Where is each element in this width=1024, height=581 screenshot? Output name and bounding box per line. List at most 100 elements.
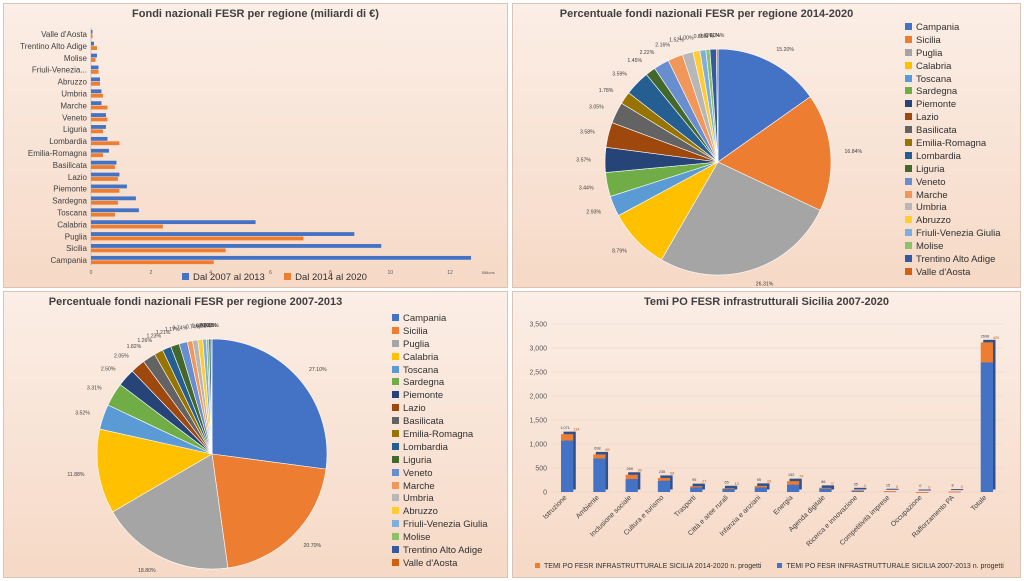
legend-swatch [392,481,399,489]
data-label-2014: 420 [993,336,999,340]
legend-label: Emilia-Romagna [403,429,474,441]
pie-data-label: 0.30% [202,323,217,329]
chart-legend: Campania Sicilia Puglia Calabria Toscana Sard… [392,313,487,571]
data-label-2007: 35 [854,482,858,486]
y-tick-label-abruzzo: Abruzzo [58,78,88,87]
legend-item-lazio: Lazio [905,112,1000,125]
column-2014-citt-e-aree-rurali [722,488,735,490]
column-2007-citt-e-aree-rurali [722,488,735,492]
pie-data-label: 3.52% [75,410,90,416]
y-tick-label-valle-d-aosta: Valle d'Aosta [41,30,87,39]
data-label-2014: 0 [864,484,866,488]
bar-2014-valle-d-aosta [91,34,93,39]
x-tick-label: 12 [447,270,453,276]
data-label-2007: 95 [757,478,761,482]
legend-label: Piemonte [403,390,444,402]
legend-label: Lazio [916,112,939,124]
y-tick-label-lombardia: Lombardia [49,137,87,146]
pie-data-label: 1.17% [165,327,180,333]
legend-label: Lombardia [403,441,448,453]
legend-item-sicilia: Sicilia [905,35,1000,48]
bar-2007-calabria [91,220,256,225]
legend-swatch [392,313,399,321]
bar-2007-sardegna [91,196,136,201]
legend-label: Lombardia [916,150,961,162]
x-tick-label: 2 [149,270,152,276]
x-tick-label: 6 [269,270,272,276]
pie-data-label: 1.23% [146,333,161,339]
data-label-2014: 58 [670,471,674,475]
chart-panel-pie-2007-2013: Percentuale fondi nazionali FESR per reg… [3,291,508,578]
pie-data-label: 26.31% [756,281,774,287]
pie-slice-valle-d-aosta [715,48,719,163]
data-label-2014: 134 [573,428,579,432]
bar-2007-trentino-alto-adige [91,41,94,46]
legend-label: Marche [916,189,948,201]
legend-swatch [905,100,912,108]
column-2014-ambiente [593,454,606,459]
bar-chart-fondi: 0 2 4 6 8 10 12 Billions Campania Sicilia Puglia Ca… [20,28,495,276]
column-depth-rafforzamento-pa [950,489,964,491]
legend-item-emilia-romagna: Emilia-Romagna [392,429,487,442]
bar-2007-molise [91,53,97,58]
pie-data-label: 1.00% [679,35,694,41]
bar-2007-lombardia [91,136,108,141]
pie-data-label: 0.32% [200,323,215,329]
pie-data-label: 0.24% [710,33,725,39]
column-2007-cultura-e-turismo [657,480,671,492]
x-tick-label-trasporti: Trasporti [673,494,698,519]
column-2014-inclusione-sociale [625,474,638,480]
pie-data-label: 3.58% [580,129,595,135]
bar-2007-piemonte [91,184,127,189]
legend-item-molise: Molise [905,241,1000,254]
bar-2014-umbria [91,93,103,98]
column-2014-competitivit-imprese [883,491,897,493]
data-label-2014: 0 [831,481,833,485]
legend-label: Friuli-Venezia Giulia [403,519,488,531]
legend-swatch [392,468,399,476]
bar-2007-veneto [91,113,106,117]
legend-item-marche: Marche [905,190,1000,203]
column-2014-ricerca-e-innovazione [851,490,864,492]
bar-2014-campania [91,260,214,265]
data-label-2014: 0 [928,486,930,490]
legend-label: Sicilia [916,34,941,46]
y-tick-label: 2,500 [529,370,547,377]
legend-label: Liguria [403,454,432,466]
legend-item-veneto: Veneto [392,468,487,481]
legend-swatch [905,229,912,237]
data-label-2014: 85 [605,448,609,452]
data-label-2014: 13 [735,482,739,486]
pie-data-label: 0.85% [694,34,709,40]
legend-item-campania: Campania [392,313,487,326]
chart-title: Percentuale fondi nazionali FESR per reg… [559,8,854,20]
legend-swatch [905,177,912,185]
bar-2007-friuli-venezia [91,65,99,70]
y-tick-label-campania: Campania [51,256,88,265]
column-2007-infanzia-e-anziani [754,487,767,492]
legend-swatch [905,255,912,263]
legend-swatch [905,139,912,146]
data-label-2014: 33 [767,479,771,483]
legend-item-friuli-venezia-giulia: Friuli-Venezia Giulia [905,228,1000,241]
legend-item-puglia: Puglia [905,48,1000,61]
pie-chart-2014-2020: 15.20% 16.84% 26.31% 8.79% 2.93% 3.44% 3.57% 3.… [576,33,862,287]
legend-label: Basilicata [403,416,444,428]
legend-item-sardegna: Sardegna [905,86,1000,99]
pie-slice-puglia [112,453,229,570]
legend-item-liguria: Liguria [905,164,1000,177]
legend-swatch [392,417,399,425]
legend-label-2014: Dal 2014 al 2020 [295,272,367,283]
x-tick-label: 0 [90,270,93,276]
legend-label: Puglia [403,338,430,350]
y-tick-label-molise: Molise [64,54,88,63]
y-tick-label-sardegna: Sardegna [52,197,87,206]
legend-label: Veneto [916,176,946,188]
bar-2007-puglia [91,232,355,236]
bar-2007-sicilia [91,244,382,248]
legend-item-lombardia: Lombardia [392,442,487,455]
legend-swatch [905,48,912,56]
pie-data-label: 20.70% [304,543,322,549]
data-label-2007: 65 [724,480,728,484]
column-2007-totale [980,362,993,492]
